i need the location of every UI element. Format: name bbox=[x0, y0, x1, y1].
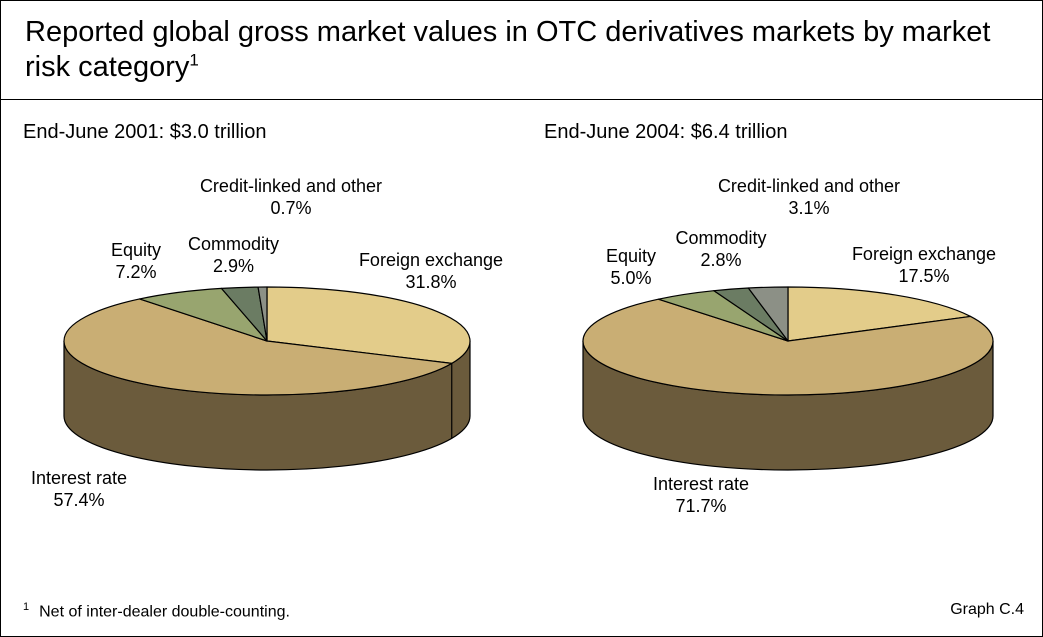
chart-1-label-interest-name: Interest rate bbox=[30, 468, 128, 488]
chart-1-label-interest-value: 57.4% bbox=[53, 490, 105, 510]
chart-1-label-equity-value: 7.2% bbox=[115, 262, 157, 282]
chart-2-label-fx: Foreign exchange 17.5% bbox=[829, 243, 1019, 287]
pie-1-slice-interest-rate bbox=[63, 298, 453, 396]
chart-2-label-interest-name: Interest rate bbox=[652, 474, 750, 494]
chart-2-label-commodity: Commodity 2.8% bbox=[656, 227, 786, 271]
chart-2-label-credit: Credit-linked and other 3.1% bbox=[689, 175, 929, 219]
chart-2-label-equity-value: 5.0% bbox=[610, 268, 652, 288]
chart-2-label-commodity-value: 2.8% bbox=[700, 250, 742, 270]
chart-2-label-commodity-name: Commodity bbox=[675, 228, 767, 248]
pie-1 bbox=[63, 286, 471, 471]
pie-2-slice-interest-rate bbox=[582, 298, 994, 396]
chart-1-label-equity-name: Equity bbox=[110, 240, 162, 260]
chart-2-label-credit-value: 3.1% bbox=[788, 198, 830, 218]
chart-2-label-fx-name: Foreign exchange bbox=[851, 244, 997, 264]
chart-2-label-interest-value: 71.7% bbox=[675, 496, 727, 516]
page-title: Reported global gross market values in O… bbox=[25, 15, 1025, 85]
pie-1-slice-foreign-exchange bbox=[266, 286, 471, 364]
pie-1-slice-credit-linked-and-other bbox=[257, 286, 268, 342]
chart-1-label-credit-name: Credit-linked and other bbox=[199, 176, 383, 196]
chart-1-label-interest: Interest rate 57.4% bbox=[9, 467, 149, 511]
chart-1-title: End-June 2001: $3.0 trillion bbox=[23, 121, 267, 143]
chart-1-label-fx-value: 31.8% bbox=[405, 272, 457, 292]
chart-2-label-equity: Equity 5.0% bbox=[591, 245, 671, 289]
header: Reported global gross market values in O… bbox=[1, 1, 1042, 100]
chart-1-label-equity: Equity 7.2% bbox=[101, 239, 171, 283]
title-footnote-marker: 1 bbox=[189, 50, 199, 70]
chart-2-label-fx-value: 17.5% bbox=[898, 266, 950, 286]
title-text: Reported global gross market values in O… bbox=[25, 16, 991, 83]
pie-2 bbox=[582, 286, 994, 471]
chart-1-label-commodity-name: Commodity bbox=[187, 234, 280, 254]
footnote-marker: 1 bbox=[23, 601, 30, 613]
chart-1-label-fx: Foreign exchange 31.8% bbox=[336, 249, 526, 293]
chart-1-label-credit: Credit-linked and other 0.7% bbox=[171, 175, 411, 219]
chart-2-label-credit-name: Credit-linked and other bbox=[717, 176, 901, 196]
chart-2-label-interest: Interest rate 71.7% bbox=[631, 473, 771, 517]
footnote-text: Net of inter-dealer double-counting. bbox=[39, 603, 290, 621]
pie-2-slice-credit-linked-and-other bbox=[747, 286, 789, 342]
chart-2-title: End-June 2004: $6.4 trillion bbox=[544, 121, 788, 143]
pie-2-slice-foreign-exchange bbox=[787, 286, 972, 342]
footnote: 1 Net of inter-dealer double-counting. bbox=[23, 601, 290, 621]
chart-1-label-commodity-value: 2.9% bbox=[212, 256, 255, 276]
chart-1-label-credit-value: 0.7% bbox=[270, 198, 312, 218]
graph-id: Graph C.4 bbox=[950, 601, 1024, 618]
chart-1-label-fx-name: Foreign exchange bbox=[358, 250, 504, 270]
chart-2-label-equity-name: Equity bbox=[605, 246, 657, 266]
chart-1-label-commodity: Commodity 2.9% bbox=[171, 233, 296, 277]
